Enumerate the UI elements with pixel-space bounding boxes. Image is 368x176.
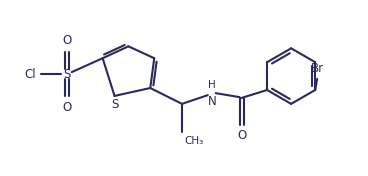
Text: Br: Br (311, 62, 324, 75)
Text: O: O (62, 101, 71, 114)
Text: N: N (208, 95, 216, 108)
Text: O: O (237, 129, 246, 142)
Text: S: S (111, 98, 118, 111)
Text: O: O (62, 34, 71, 47)
Text: H: H (208, 80, 216, 90)
Text: Cl: Cl (24, 68, 36, 81)
Text: S: S (63, 68, 71, 81)
Text: CH₃: CH₃ (185, 136, 204, 146)
